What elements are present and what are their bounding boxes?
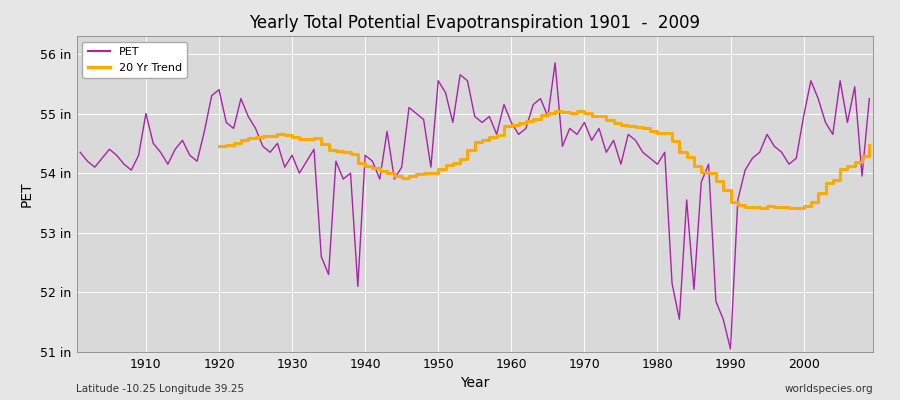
Title: Yearly Total Potential Evapotranspiration 1901  -  2009: Yearly Total Potential Evapotranspiratio… xyxy=(249,14,700,32)
X-axis label: Year: Year xyxy=(460,376,490,390)
Legend: PET, 20 Yr Trend: PET, 20 Yr Trend xyxy=(82,42,187,78)
Y-axis label: PET: PET xyxy=(20,181,34,207)
Text: worldspecies.org: worldspecies.org xyxy=(785,384,873,394)
Text: Latitude -10.25 Longitude 39.25: Latitude -10.25 Longitude 39.25 xyxy=(76,384,245,394)
